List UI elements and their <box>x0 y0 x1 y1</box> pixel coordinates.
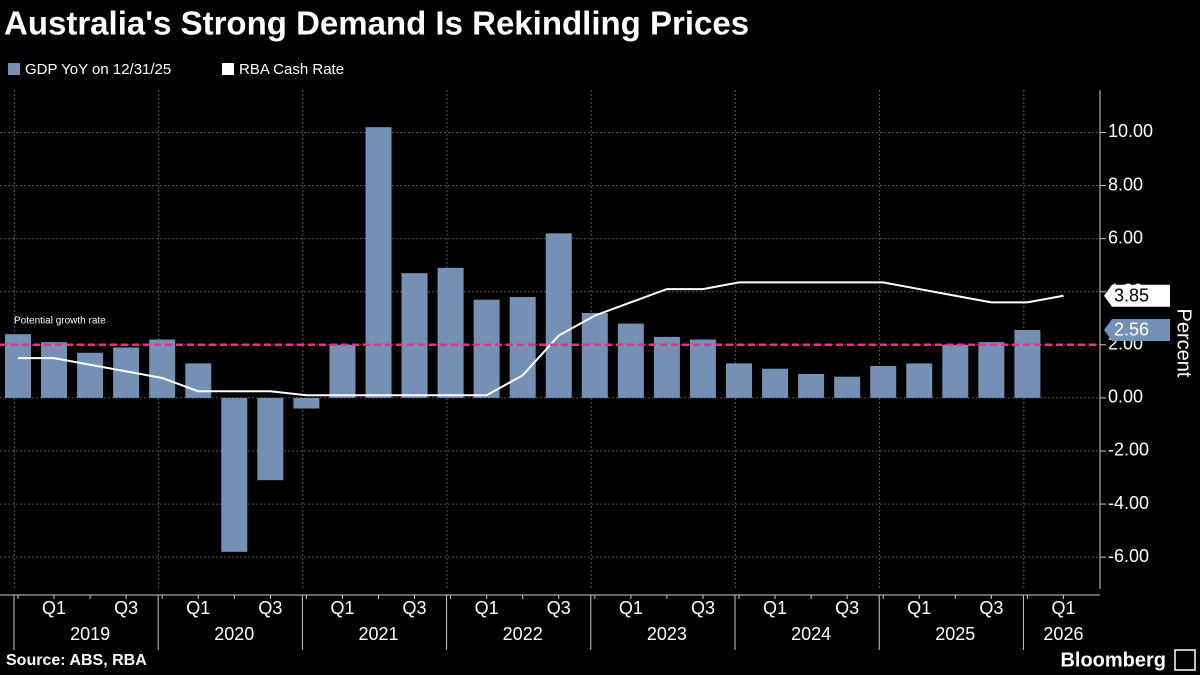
y-tick-label: 8.00 <box>1108 174 1143 194</box>
bar <box>545 233 572 398</box>
x-group-label: 2026 <box>1043 624 1083 644</box>
legend-label: RBA Cash Rate <box>239 61 344 78</box>
y-tick-label: 6.00 <box>1108 227 1143 247</box>
end-label-box <box>1104 318 1170 341</box>
bar <box>653 336 680 398</box>
bar <box>870 366 897 398</box>
end-label-box <box>1104 284 1170 307</box>
bar <box>509 297 536 398</box>
x-tick-label: Q3 <box>691 598 715 618</box>
end-label: 2.56 <box>1114 320 1149 340</box>
y-tick-label: 0.00 <box>1108 387 1143 407</box>
bar <box>257 397 284 481</box>
x-tick-label: Q1 <box>619 598 643 618</box>
bar <box>77 352 104 398</box>
bar <box>726 363 752 398</box>
source: Source: ABS, RBA <box>6 652 147 669</box>
x-tick-label: Q1 <box>763 598 787 618</box>
bar <box>473 299 500 398</box>
bar <box>906 363 933 398</box>
x-tick-label: Q1 <box>186 598 210 618</box>
y-tick-label: 10.00 <box>1108 121 1153 141</box>
reference-label: Potential growth rate <box>14 315 106 326</box>
x-tick-label: Q1 <box>475 598 499 618</box>
x-group-label: 2023 <box>647 624 687 644</box>
x-tick-label: Q1 <box>330 598 354 618</box>
bar <box>798 374 825 398</box>
legend-label: GDP YoY on 12/31/25 <box>25 61 171 78</box>
bar <box>689 339 716 398</box>
brand-icon <box>1174 649 1196 671</box>
y-axis-label: Percent <box>1173 309 1195 378</box>
bar <box>834 376 861 398</box>
bar <box>149 339 176 398</box>
bar <box>329 344 356 398</box>
y-tick-label: -2.00 <box>1108 440 1149 460</box>
x-group-label: 2020 <box>214 624 254 644</box>
x-tick-label: Q1 <box>907 598 931 618</box>
brand: Bloomberg <box>1060 649 1166 671</box>
bar <box>1014 329 1041 398</box>
bar <box>41 342 68 398</box>
x-tick-label: Q3 <box>835 598 859 618</box>
x-group-label: 2022 <box>503 624 543 644</box>
x-group-label: 2025 <box>935 624 975 644</box>
end-label: 3.85 <box>1114 285 1149 305</box>
bar <box>762 368 789 398</box>
x-tick-label: Q3 <box>403 598 427 618</box>
x-group-label: 2021 <box>358 624 398 644</box>
x-group-label: 2024 <box>791 624 831 644</box>
bar <box>221 397 248 552</box>
x-tick-label: Q3 <box>258 598 282 618</box>
y-tick-label: -4.00 <box>1108 493 1149 513</box>
bar <box>365 127 392 398</box>
y-tick-label: -6.00 <box>1108 546 1149 566</box>
bar <box>978 342 1005 398</box>
x-tick-label: Q3 <box>114 598 138 618</box>
bar <box>581 312 608 398</box>
bar <box>942 344 969 398</box>
bar <box>401 273 428 398</box>
line <box>18 281 1064 397</box>
bar <box>437 267 464 398</box>
bar <box>293 397 320 409</box>
legend-swatch <box>222 63 234 75</box>
x-tick-label: Q1 <box>1051 598 1075 618</box>
bar <box>617 323 644 398</box>
x-tick-label: Q1 <box>42 598 66 618</box>
x-group-label: 2019 <box>70 624 110 644</box>
bar <box>185 363 212 398</box>
chart-title: Australia's Strong Demand Is Rekindling … <box>4 5 749 42</box>
x-tick-label: Q3 <box>979 598 1003 618</box>
x-tick-label: Q3 <box>547 598 571 618</box>
legend-swatch <box>8 63 20 75</box>
